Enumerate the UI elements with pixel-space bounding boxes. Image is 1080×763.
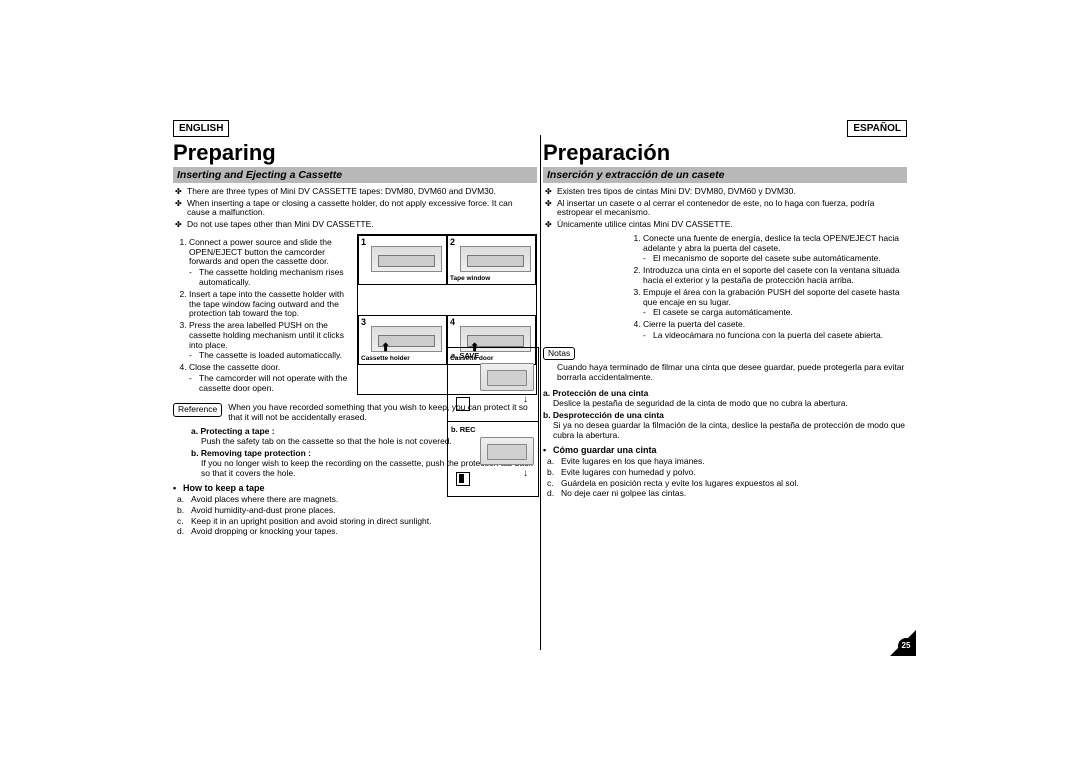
steps-en: Connect a power source and slide the OPE…: [173, 238, 353, 393]
step: Empuje el área con la grabación PUSH del…: [643, 288, 907, 318]
howto-list-en: Avoid places where there are magnets. Av…: [173, 495, 537, 537]
notas-text: Cuando haya terminado de filmar una cint…: [543, 363, 907, 383]
step: Press the area labelled PUSH on the cass…: [189, 321, 353, 361]
down-arrow-icon: ↓: [523, 394, 528, 406]
subtitle-en: Inserting and Ejecting a Cassette: [173, 167, 537, 183]
spanish-column: ESPAÑOL Preparación Inserción y extracci…: [540, 120, 910, 650]
step: Cierre la puerta del casete. La videocám…: [643, 320, 907, 341]
page-number-badge: 25: [890, 630, 916, 656]
down-arrow-icon: ↓: [523, 468, 528, 480]
steps-es: Conecte una fuente de energía, deslice l…: [543, 234, 907, 341]
title-en: Preparing: [173, 140, 537, 165]
howto-list-es: Evite lugares en los que haya imanes. Ev…: [543, 457, 907, 499]
step: Introduzca una cinta en el soporte del c…: [643, 266, 907, 286]
bullet: Únicamente utilice cintas Mini DV CASSET…: [557, 220, 907, 230]
save-cell: a. SAVE ↓: [448, 348, 538, 422]
manual-page: ENGLISH Preparing Inserting and Ejecting…: [170, 120, 910, 650]
diagram-cell-1: 1: [358, 235, 447, 285]
step: Conecte una fuente de energía, deslice l…: [643, 234, 907, 264]
cassette-icon: [480, 437, 534, 465]
step: Insert a tape into the cassette holder w…: [189, 290, 353, 319]
bullet: When inserting a tape or closing a casse…: [187, 199, 537, 219]
top-bullets-es: Existen tres tipos de cintas Mini DV: DV…: [543, 187, 907, 230]
howto-head-es: Cómo guardar una cinta: [543, 445, 907, 455]
lang-english-label: ENGLISH: [173, 120, 229, 137]
bullet: There are three types of Mini DV CASSETT…: [187, 187, 537, 197]
lang-spanish-label: ESPAÑOL: [847, 120, 907, 137]
bullet: Al insertar un casete o al cerrar el con…: [557, 199, 907, 219]
reference-label: Reference: [173, 403, 222, 417]
bullet: Existen tres tipos de cintas Mini DV: DV…: [557, 187, 907, 197]
cassette-icon: [480, 363, 534, 391]
diagram-cell-2: 2 Tape window: [447, 235, 536, 285]
up-arrow-icon: ⬆: [381, 342, 390, 355]
tab-closed-icon: [456, 472, 470, 486]
notas-row-es: Notas: [543, 347, 907, 361]
camcorder-icon: [371, 246, 442, 272]
step: Close the cassette door. The camcorder w…: [189, 363, 353, 393]
save-rec-diagram: a. SAVE ↓ b. REC ↓: [447, 347, 539, 497]
rec-cell: b. REC ↓: [448, 422, 538, 496]
diagram-cell-3: 3 ⬆ Cassette holder: [358, 315, 447, 365]
subtitle-es: Inserción y extracción de un casete: [543, 167, 907, 183]
top-bullets-en: There are three types of Mini DV CASSETT…: [173, 187, 537, 230]
protect-section-es: a. Protección de una cinta Deslice la pe…: [543, 389, 907, 441]
camcorder-icon: [460, 246, 531, 272]
step: Connect a power source and slide the OPE…: [189, 238, 353, 288]
title-es: Preparación: [543, 140, 907, 165]
tab-open-icon: [456, 397, 470, 411]
bullet: Do not use tapes other than Mini DV CASS…: [187, 220, 537, 230]
notas-label: Notas: [543, 347, 575, 361]
lower-section-es: a. SAVE ↓ b. REC ↓ Notas Cuando haya ter…: [543, 347, 907, 500]
